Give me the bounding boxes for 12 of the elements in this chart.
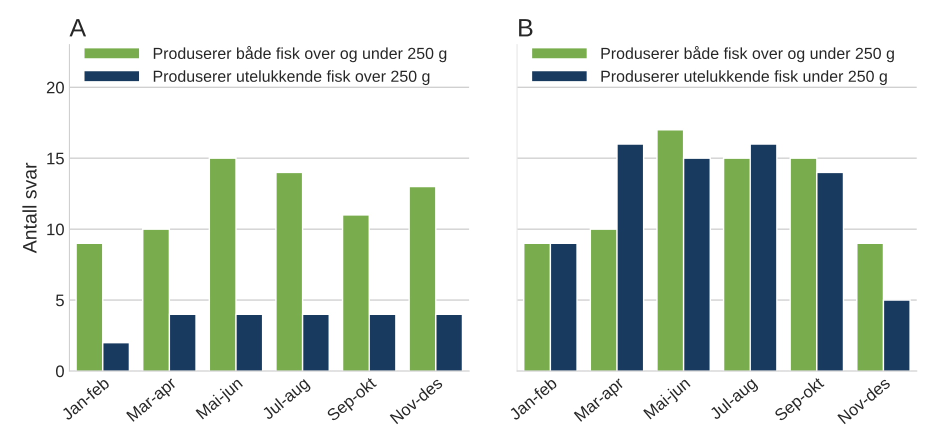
legend-label: Produserer både fisk over og under 250 g (154, 46, 446, 62)
y-tick-label: 0 (56, 365, 64, 378)
y-tick-label: 15 (47, 152, 64, 164)
chart-title: B (519, 19, 532, 36)
chart-title: A (70, 19, 86, 36)
legend-label: Produserer både fisk over og under 250 g (601, 46, 894, 62)
y-tick-label: 20 (46, 82, 64, 94)
y-tick-label: 5 (56, 294, 64, 306)
legend-label: Produserer utelukkende fisk under 250 g (601, 70, 887, 86)
y-tick-label: 10 (47, 224, 64, 236)
legend-label: Produserer utelukkende fisk over 250 g (154, 70, 430, 86)
y-axis-title: Antall svar (22, 162, 37, 254)
